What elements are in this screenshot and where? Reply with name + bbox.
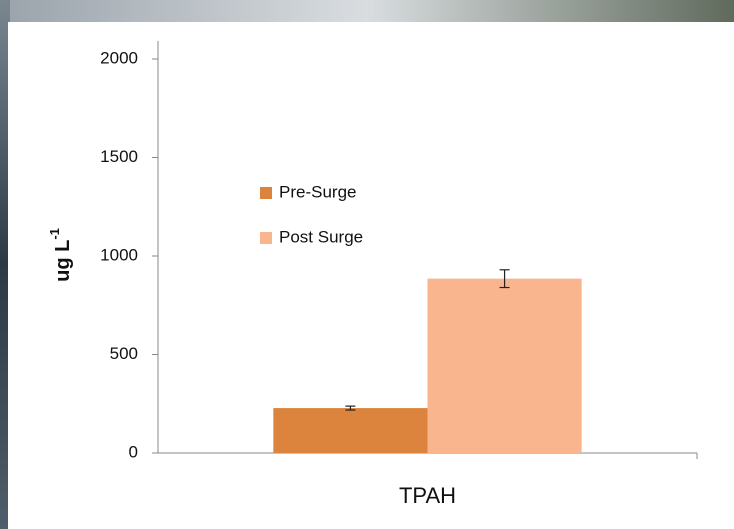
bar (427, 278, 582, 453)
background-edge (0, 0, 10, 529)
bar (273, 408, 428, 453)
y-axis-label-text: ug L (52, 240, 74, 282)
y-axis-label-superscript: -1 (47, 228, 62, 240)
error-bar (345, 405, 356, 411)
x-tick-label: TPAH (399, 483, 456, 508)
legend-swatch (260, 187, 272, 199)
y-tick-label: 1000 (100, 245, 138, 264)
y-tick-label: 0 (129, 442, 138, 461)
error-bar (499, 269, 510, 289)
legend-label: Pre-Surge (279, 182, 356, 201)
y-tick-label: 500 (110, 344, 138, 363)
y-axis-label: ug L-1 (47, 228, 74, 282)
legend-swatch (260, 232, 272, 244)
y-tick-label: 1500 (100, 147, 138, 166)
y-tick-label: 2000 (100, 48, 138, 67)
legend-label: Post Surge (279, 227, 363, 246)
